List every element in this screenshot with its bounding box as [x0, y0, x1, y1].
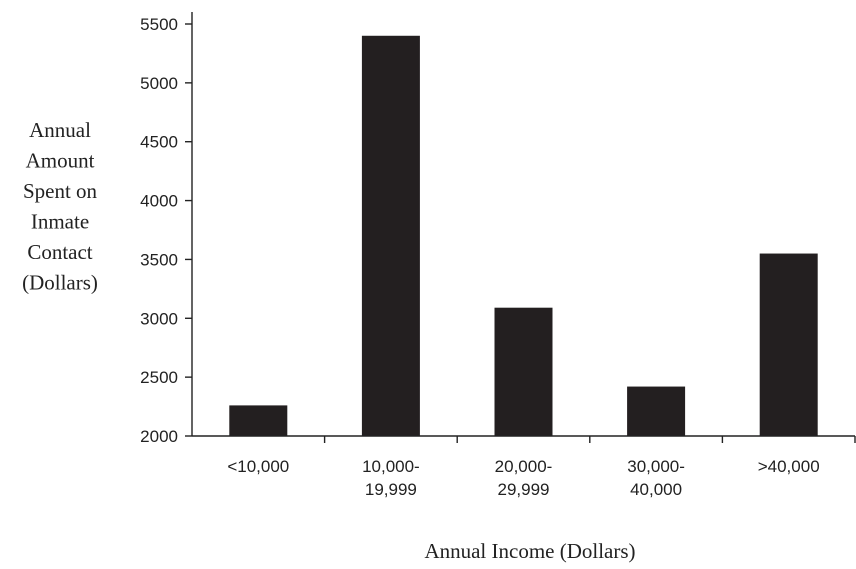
bar — [627, 386, 686, 436]
y-axis-label-line: Annual — [29, 118, 91, 142]
y-tick-label: 4500 — [140, 133, 178, 152]
y-tick-label: 2500 — [140, 368, 178, 387]
bar — [361, 35, 420, 437]
y-axis-label-line: Amount — [26, 149, 95, 173]
y-tick-label: 5000 — [140, 74, 178, 93]
y-axis-label-line: (Dollars) — [22, 271, 98, 295]
y-tick-label: 5500 — [140, 15, 178, 34]
x-axis-label: Annual Income (Dollars) — [424, 539, 635, 563]
bars — [229, 35, 818, 437]
y-axis-label: Annual Amount Spent on Inmate Contact (Dollar… — [22, 118, 98, 295]
y-tick-label: 4000 — [140, 192, 178, 211]
y-axis-label-line: Contact — [27, 240, 92, 264]
bar — [229, 405, 288, 436]
y-tick-label: 3500 — [140, 250, 178, 269]
x-tick-label: >40,000 — [758, 457, 820, 476]
y-axis-ticks: 2000 2500 3000 3500 4000 4500 5000 5500 — [140, 15, 192, 446]
x-tick-label: <10,000 — [227, 457, 289, 476]
x-tick-label: 30,000-40,000 — [627, 457, 685, 499]
y-axis-label-line: Spent on — [23, 179, 98, 203]
bar — [494, 307, 553, 436]
y-axis-label-line: Inmate — [31, 210, 89, 234]
x-tick-label: 20,000-29,999 — [495, 457, 553, 499]
y-tick-label: 2000 — [140, 427, 178, 446]
bar — [759, 253, 818, 436]
x-axis-ticks: <10,000 10,000-19,999 20,000-29,999 30,000-… — [227, 436, 856, 499]
y-tick-label: 3000 — [140, 309, 178, 328]
x-tick-label: 10,000-19,999 — [362, 457, 420, 499]
